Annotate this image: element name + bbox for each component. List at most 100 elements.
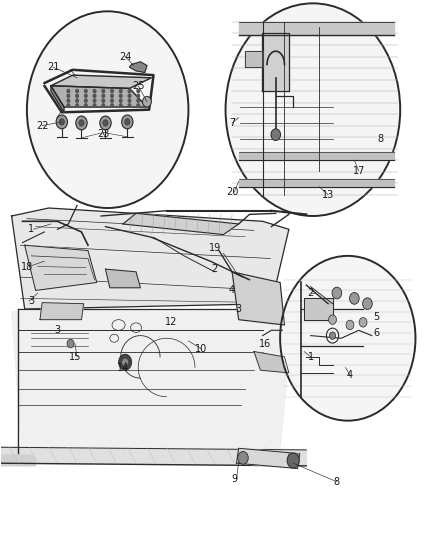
Polygon shape [1, 447, 306, 466]
Circle shape [346, 320, 354, 330]
Circle shape [27, 11, 188, 208]
Circle shape [137, 99, 140, 102]
Text: 16: 16 [259, 338, 271, 349]
Circle shape [100, 116, 111, 130]
Circle shape [332, 287, 342, 299]
Text: 10: 10 [195, 344, 208, 354]
Circle shape [76, 99, 78, 102]
Text: 1: 1 [28, 224, 34, 235]
Polygon shape [1, 455, 35, 466]
Circle shape [67, 90, 70, 93]
Polygon shape [304, 298, 332, 320]
Text: 7: 7 [229, 118, 235, 128]
Text: 3: 3 [236, 304, 242, 314]
Circle shape [350, 293, 359, 304]
Text: 5: 5 [373, 312, 379, 322]
Circle shape [76, 116, 87, 130]
Circle shape [329, 332, 336, 340]
Circle shape [111, 104, 113, 107]
Circle shape [67, 104, 70, 107]
Text: 9: 9 [231, 474, 237, 484]
Polygon shape [237, 448, 300, 469]
Circle shape [79, 120, 84, 126]
Text: 4: 4 [229, 286, 235, 295]
Text: 4: 4 [347, 370, 353, 381]
Text: 25: 25 [132, 81, 145, 91]
Circle shape [102, 99, 105, 102]
Circle shape [125, 119, 130, 125]
Circle shape [238, 451, 248, 464]
Polygon shape [51, 86, 147, 107]
Circle shape [85, 94, 87, 98]
Polygon shape [239, 152, 394, 160]
Text: 22: 22 [36, 120, 49, 131]
Circle shape [67, 94, 70, 98]
Text: 12: 12 [165, 317, 177, 327]
Circle shape [93, 104, 96, 107]
Polygon shape [262, 33, 289, 91]
Text: 8: 8 [334, 477, 340, 487]
Polygon shape [51, 86, 64, 112]
Circle shape [56, 115, 67, 129]
Circle shape [143, 96, 151, 107]
Circle shape [122, 359, 128, 366]
Polygon shape [25, 245, 97, 290]
Circle shape [128, 90, 131, 93]
Circle shape [128, 104, 131, 107]
Circle shape [85, 99, 87, 102]
Polygon shape [232, 272, 285, 325]
Circle shape [122, 115, 133, 129]
Text: 13: 13 [322, 190, 334, 200]
Polygon shape [12, 309, 289, 458]
Polygon shape [123, 213, 239, 235]
Circle shape [137, 104, 140, 107]
Polygon shape [254, 352, 289, 373]
Circle shape [287, 453, 299, 468]
Circle shape [120, 94, 122, 98]
Text: 3: 3 [54, 325, 60, 335]
Circle shape [59, 119, 64, 125]
Text: 20: 20 [226, 187, 238, 197]
Polygon shape [51, 75, 151, 88]
Circle shape [76, 90, 78, 93]
Polygon shape [239, 22, 394, 35]
Circle shape [120, 99, 122, 102]
Circle shape [226, 3, 400, 216]
Polygon shape [288, 454, 298, 461]
Circle shape [102, 90, 105, 93]
Circle shape [76, 104, 78, 107]
Circle shape [111, 90, 113, 93]
Text: 1: 1 [307, 352, 314, 362]
Circle shape [67, 340, 74, 348]
Polygon shape [130, 62, 147, 72]
Text: 2: 2 [307, 288, 314, 298]
Text: 14: 14 [117, 362, 129, 373]
Circle shape [280, 256, 416, 421]
Circle shape [102, 104, 105, 107]
Circle shape [93, 94, 96, 98]
Text: 19: 19 [208, 243, 221, 253]
Circle shape [120, 90, 122, 93]
Circle shape [137, 94, 140, 98]
Text: 23: 23 [97, 128, 110, 139]
Text: 2: 2 [212, 264, 218, 274]
Circle shape [102, 94, 105, 98]
Circle shape [359, 318, 367, 327]
Circle shape [271, 129, 281, 141]
Circle shape [93, 99, 96, 102]
Circle shape [119, 354, 132, 370]
Circle shape [103, 120, 108, 126]
Text: 18: 18 [21, 262, 33, 271]
Text: 8: 8 [378, 134, 384, 144]
Text: 3: 3 [28, 296, 34, 306]
Circle shape [67, 99, 70, 102]
Polygon shape [12, 208, 289, 309]
Polygon shape [106, 269, 141, 288]
Circle shape [363, 298, 372, 310]
Circle shape [111, 94, 113, 98]
Circle shape [85, 90, 87, 93]
Circle shape [85, 104, 87, 107]
Polygon shape [245, 51, 262, 67]
Text: 6: 6 [373, 328, 379, 338]
Circle shape [120, 104, 122, 107]
